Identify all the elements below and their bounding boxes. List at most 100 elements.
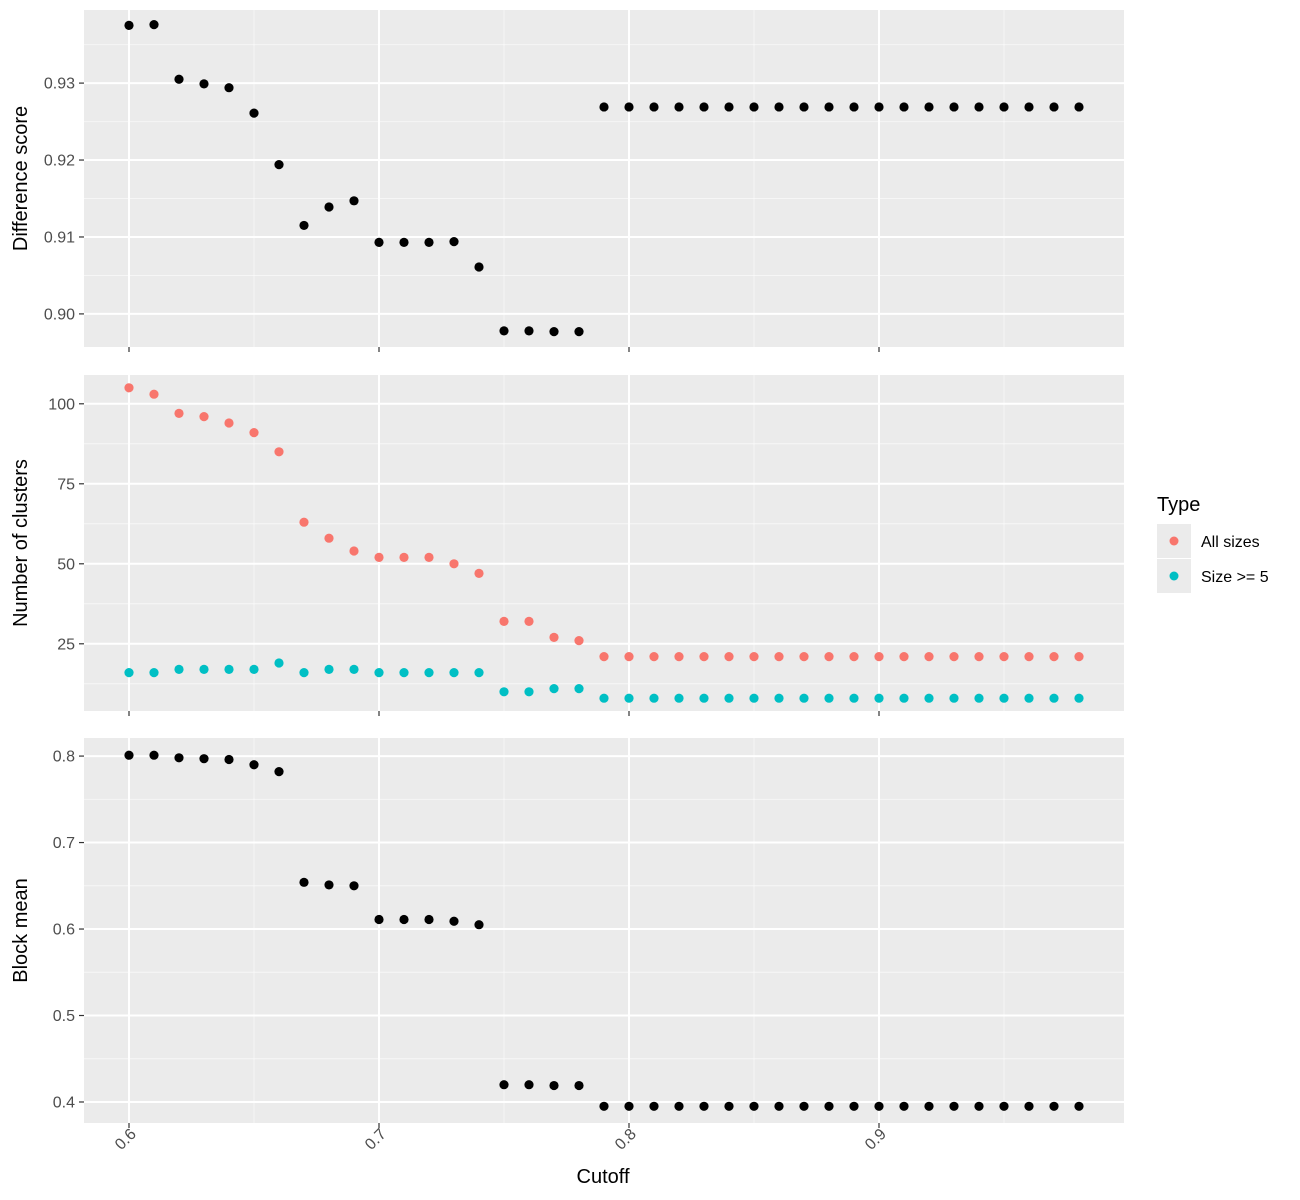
data-point	[574, 1080, 584, 1091]
data-point	[874, 102, 884, 112]
data-point	[199, 664, 209, 675]
data-point	[699, 652, 709, 662]
legend-title: Type	[1157, 494, 1200, 516]
data-point	[174, 753, 184, 763]
data-point	[499, 616, 509, 627]
data-point	[574, 684, 584, 694]
y-tick-label: 0.4	[53, 1094, 75, 1111]
data-point	[324, 533, 334, 543]
data-point	[599, 1101, 609, 1111]
data-point	[349, 664, 359, 675]
data-point	[874, 693, 884, 703]
data-point	[424, 552, 434, 563]
series-number-of-clusters-1	[124, 658, 1084, 703]
data-point	[524, 616, 534, 627]
data-point	[674, 693, 684, 703]
data-point	[999, 102, 1009, 112]
panel-background	[84, 738, 1124, 1123]
legend-key-all-sizes	[1169, 536, 1179, 546]
x-tick-label: 0.8	[612, 1126, 640, 1154]
data-point	[199, 412, 209, 422]
data-point	[574, 636, 584, 646]
data-point	[1074, 1101, 1084, 1111]
data-point	[1074, 693, 1084, 703]
series-number-of-clusters-0	[124, 383, 1084, 662]
data-point	[724, 1101, 734, 1111]
y-tick-label: 0.90	[44, 306, 75, 323]
data-point	[349, 196, 359, 206]
data-point	[899, 1101, 909, 1111]
data-point	[299, 220, 309, 231]
data-point	[674, 1101, 684, 1111]
data-point	[924, 652, 934, 662]
data-point	[974, 1101, 984, 1111]
data-point	[149, 389, 159, 399]
data-point	[349, 881, 359, 891]
data-point	[699, 1101, 709, 1111]
data-point	[999, 693, 1009, 703]
data-point	[824, 693, 834, 703]
data-point	[249, 108, 259, 118]
data-point	[624, 102, 634, 112]
data-point	[249, 664, 259, 675]
data-point	[174, 408, 184, 418]
data-point	[774, 102, 784, 112]
data-point	[899, 693, 909, 703]
data-point	[549, 632, 559, 643]
data-point	[774, 652, 784, 662]
y-tick-label: 50	[57, 556, 75, 573]
data-point	[199, 754, 209, 764]
data-point	[224, 418, 234, 428]
y-tick-label: 0.7	[53, 835, 75, 852]
data-point	[649, 652, 659, 662]
data-point	[124, 750, 134, 760]
data-point	[749, 102, 759, 112]
data-point	[299, 668, 309, 678]
data-point	[999, 652, 1009, 662]
data-point	[549, 327, 559, 337]
data-point	[1074, 102, 1084, 112]
x-tick-label: 0.6	[112, 1126, 140, 1154]
data-point	[849, 652, 859, 662]
data-point	[824, 1101, 834, 1111]
data-point	[299, 517, 309, 527]
data-point	[149, 668, 159, 678]
data-point	[274, 767, 284, 777]
legend-label-size-ge-5: Size >= 5	[1201, 569, 1269, 586]
data-point	[524, 687, 534, 697]
data-point	[224, 83, 234, 93]
data-point	[674, 102, 684, 112]
data-point	[499, 687, 509, 697]
data-point	[849, 1101, 859, 1111]
data-point	[499, 326, 509, 336]
data-point	[599, 102, 609, 112]
data-point	[499, 1080, 509, 1090]
data-point	[774, 693, 784, 703]
panel-number-of-clusters: 25 50 75 100 Number of clusters	[10, 375, 1124, 716]
data-point	[824, 652, 834, 662]
data-point	[624, 693, 634, 703]
x-tick-label: 0.7	[362, 1126, 390, 1154]
data-point	[474, 920, 484, 930]
data-point	[349, 546, 359, 556]
data-point	[724, 693, 734, 703]
panels-layer: 0.90 0.91 0.92 0.93 Difference score 25 50 75 10…	[10, 10, 1124, 1154]
data-point	[1049, 102, 1059, 112]
data-point	[874, 652, 884, 662]
x-axis-title: Cutoff	[577, 1166, 630, 1188]
data-point	[124, 383, 134, 393]
legend: Type All sizes Size >= 5	[1157, 494, 1269, 593]
data-point	[599, 693, 609, 703]
data-point	[149, 20, 159, 30]
y-tick-label: 0.5	[53, 1008, 75, 1025]
data-point	[624, 652, 634, 662]
data-point	[1024, 652, 1034, 662]
y-tick-label: 0.91	[44, 229, 75, 246]
data-point	[374, 668, 384, 678]
y-tick-label: 0.6	[53, 922, 75, 939]
data-point	[849, 102, 859, 112]
data-point	[749, 652, 759, 662]
y-tick-label: 100	[48, 396, 75, 413]
data-point	[649, 693, 659, 703]
